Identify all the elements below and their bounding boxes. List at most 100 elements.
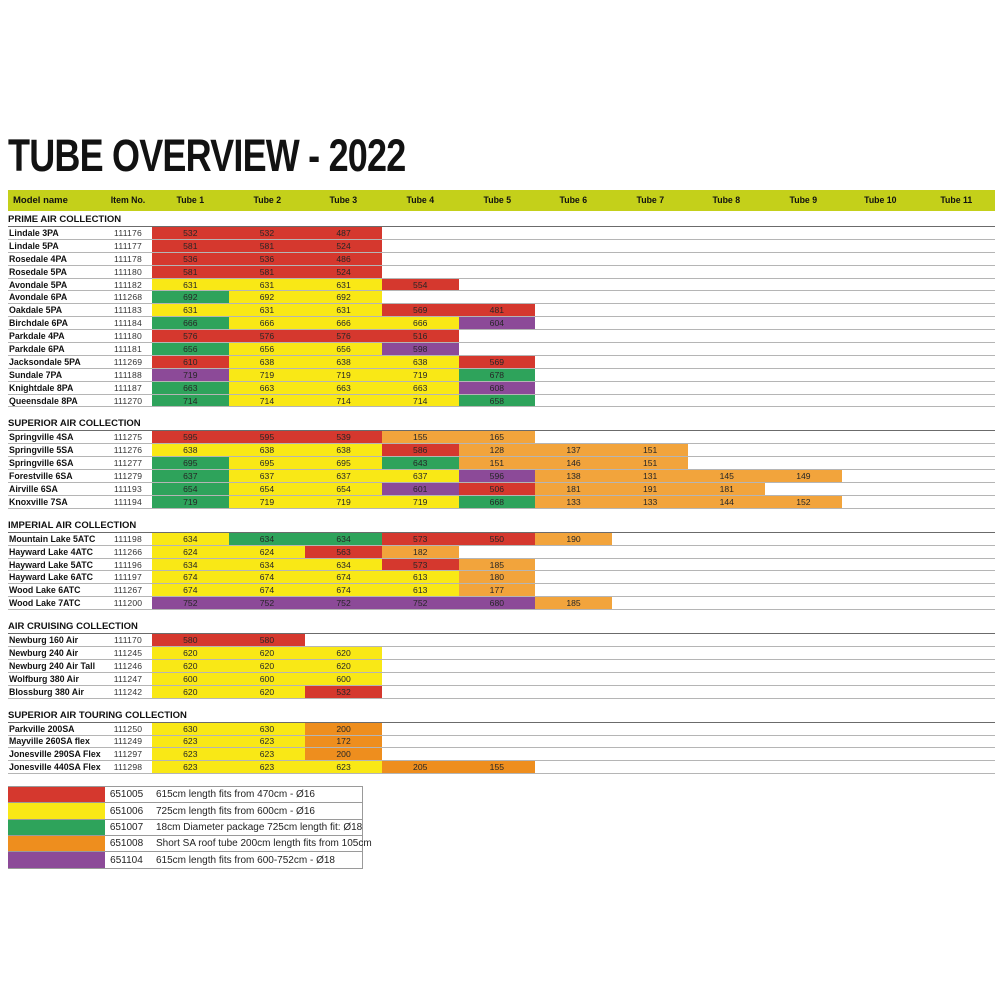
tube-cell: 695: [305, 457, 382, 470]
tube-cell: 752: [381, 597, 459, 610]
tube-cell: 637: [228, 470, 306, 483]
tube-cell: 714: [305, 394, 382, 407]
tube-cell: 631: [228, 304, 306, 317]
legend-color-swatch: [8, 836, 105, 852]
column-header: Tube 7: [636, 195, 664, 206]
table-row: Parkdale 4PA 111180 576 576 576 516: [8, 330, 995, 344]
item-number: 111246: [113, 660, 143, 671]
tube-cell: 638: [381, 355, 459, 368]
tube-cell: 637: [381, 470, 459, 483]
section-title: AIR CRUISING COLLECTION: [8, 620, 995, 635]
model-name: Parkdale 6PA: [9, 343, 65, 354]
tube-cell: 620: [152, 647, 229, 659]
table-row: Knightdale 8PA 111187 663 663 663 663 608: [8, 381, 995, 395]
table-row: Wood Lake 6ATC 111267 674 674 674 613 177: [8, 584, 995, 598]
column-header: Tube 11: [940, 195, 973, 206]
item-number: 111275: [113, 432, 143, 443]
model-name: Rosedale 4PA: [9, 253, 68, 264]
tube-cell: 630: [228, 722, 306, 735]
tube-cell: 674: [305, 571, 382, 584]
table-row: Springville 6SA 111277 695 695 695 643 151 146 1…: [8, 457, 995, 471]
legend-color-swatch: [8, 819, 105, 836]
tube-cell: 550: [458, 532, 536, 545]
tube-cell: 663: [305, 381, 382, 394]
tube-cell: 181: [688, 483, 766, 495]
tube-cell: 486: [305, 252, 382, 265]
tube-cell: 191: [611, 483, 689, 495]
item-number: 111266: [113, 546, 143, 557]
tube-cell: 151: [611, 444, 689, 457]
content: TUBE OVERVIEW - 2022 Model name Item No. T…: [8, 0, 995, 869]
tube-cell: 151: [458, 457, 536, 470]
tube-cell: 631: [305, 278, 382, 291]
tube-cell: 620: [152, 685, 229, 698]
table-row: Queensdale 8PA 111270 714 714 714 714 658: [8, 394, 995, 408]
model-name: Lindale 3PA: [9, 227, 59, 238]
legend-description: 615cm length fits from 600-752cm - Ø18: [156, 854, 335, 866]
tube-cell: 678: [458, 368, 536, 381]
legend-color-swatch: [8, 803, 105, 819]
tube-cell: 663: [152, 381, 229, 394]
tube-cell: 581: [228, 239, 306, 252]
tube-cell: 692: [305, 291, 382, 304]
tube-cell: 634: [228, 532, 306, 545]
item-number: 111180: [114, 331, 142, 342]
tube-cell: 638: [305, 444, 382, 457]
tube-cell: 532: [228, 227, 306, 239]
tube-cell: 624: [228, 545, 306, 558]
model-name: Parkdale 4PA: [9, 331, 65, 342]
tube-cell: 637: [152, 470, 229, 483]
model-name: Hayward Lake 6ATC: [9, 572, 93, 583]
tube-cell: 610: [152, 355, 229, 368]
model-name: Rosedale 5PA: [9, 266, 68, 277]
column-header: Tube 4: [406, 195, 434, 206]
legend-item-number: 651006: [109, 805, 144, 817]
tube-cell: 581: [152, 265, 229, 278]
tube-cell: 145: [688, 470, 766, 483]
tube-cell: 719: [152, 368, 229, 381]
legend-item-number: 651005: [109, 789, 144, 801]
tube-cell: 177: [458, 584, 536, 597]
tube-cell: 656: [305, 343, 382, 355]
table-row: Parkdale 6PA 111181 656 656 656 598: [8, 343, 995, 356]
tube-cell: 152: [765, 495, 842, 508]
tube-cell: 630: [152, 722, 229, 735]
table-header-row: Model name Item No. Tube 1 Tube 2 Tube 3 Tube…: [8, 190, 995, 211]
column-header: Model name: [13, 195, 68, 206]
tube-cell: 595: [228, 431, 306, 444]
tube-cell: 674: [152, 584, 229, 597]
tube-cell: 623: [228, 735, 306, 748]
tube-cell: 631: [305, 304, 382, 317]
table-row: Sundale 7PA 111188 719 719 719 719 678: [8, 368, 995, 382]
column-header: Tube 5: [483, 195, 511, 206]
tube-cell: 604: [458, 317, 536, 330]
tube-cell: 205: [381, 761, 459, 774]
legend-description: 615cm length fits from 470cm - Ø16: [156, 789, 315, 801]
item-number: 111298: [113, 762, 143, 773]
tube-cell: 596: [458, 470, 536, 483]
tube-cell: 487: [305, 227, 382, 239]
legend-row: 651006 725cm length fits from 600cm - Ø16: [8, 803, 362, 820]
model-name: Knightdale 8PA: [9, 382, 74, 393]
table-row: Knoxville 7SA 111194 719 719 719 719 668 133 133…: [8, 495, 995, 509]
tube-cell: 719: [381, 368, 459, 381]
tube-cell: 200: [305, 722, 382, 735]
tube-cell: 719: [305, 368, 382, 381]
tube-cell: 524: [305, 239, 382, 252]
item-number: 111279: [113, 471, 143, 482]
model-name: Hayward Lake 5ATC: [9, 559, 93, 570]
tube-cell: 516: [381, 330, 459, 343]
tube-cell: 674: [305, 584, 382, 597]
item-number: 111182: [114, 279, 142, 290]
tube-cell: 714: [152, 394, 229, 407]
tube-cell: 719: [305, 495, 382, 508]
column-header: Tube 9: [789, 195, 818, 206]
legend-color-swatch: [8, 787, 105, 803]
legend: 651005 615cm length fits from 470cm - Ø16…: [8, 786, 372, 869]
tube-cell: 576: [152, 330, 229, 343]
tube-cell: 638: [228, 444, 306, 457]
tube-cell: 180: [458, 571, 536, 584]
tube-cell: 714: [228, 394, 306, 407]
table-row: Hayward Lake 6ATC 111197 674 674 674 613 180: [8, 571, 995, 585]
tube-cell: 580: [228, 634, 306, 647]
